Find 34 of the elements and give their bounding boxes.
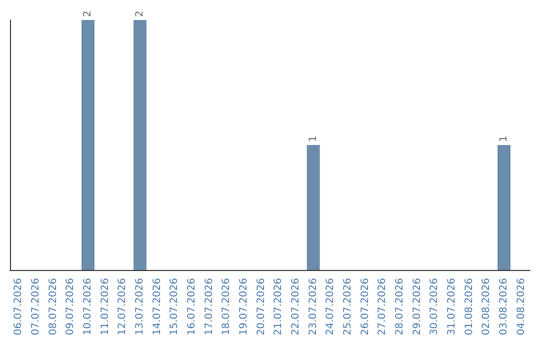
x-tick-label: 12.07.2026	[117, 278, 128, 336]
x-tick-label: 19.07.2026	[238, 278, 250, 336]
x-tick-label: 16.07.2026	[186, 278, 198, 336]
x-tick-label: 14.07.2026	[152, 278, 163, 336]
x-tick-label: 26.07.2026	[360, 278, 371, 336]
x-tick-label: 23.07.2026	[308, 278, 319, 336]
x-tick-label: 03.08.2026	[498, 278, 510, 336]
x-tick-label: 27.07.2026	[377, 278, 388, 336]
x-tick-label: 11.07.2026	[100, 278, 111, 336]
x-tick-label: 04.08.2026	[516, 278, 527, 336]
x-tick-label: 22.07.2026	[290, 278, 302, 336]
x-tick-label: 01.08.2026	[464, 278, 475, 336]
x-tick-label: 07.07.2026	[30, 278, 42, 336]
x-tick-label: 31.07.2026	[446, 278, 458, 336]
x-tick-label: 09.07.2026	[65, 278, 76, 336]
x-tick-label: 02.08.2026	[481, 278, 492, 336]
data-label: 1	[498, 136, 510, 142]
x-tick-label: 28.07.2026	[394, 278, 406, 336]
data-label: 1	[308, 136, 319, 142]
x-tick-label: 30.07.2026	[429, 278, 440, 336]
x-tick-label: 15.07.2026	[169, 278, 180, 336]
x-tick-label: 29.07.2026	[412, 278, 423, 336]
x-tick-label: 21.07.2026	[273, 278, 284, 336]
x-tick-label: 17.07.2026	[204, 278, 215, 336]
x-tick-label: 18.07.2026	[221, 278, 232, 336]
x-tick-label: 08.07.2026	[48, 278, 59, 336]
x-tick-label: 24.07.2026	[325, 278, 336, 336]
x-tick-label: 06.07.2026	[13, 278, 24, 336]
data-label: 2	[82, 10, 94, 17]
x-tick-label: 10.07.2026	[82, 278, 94, 336]
x-tick-label: 25.07.2026	[342, 278, 354, 336]
x-tick-label: 20.07.2026	[256, 278, 267, 336]
x-tick-label: 13.07.2026	[134, 278, 146, 336]
data-label: 2	[134, 10, 146, 17]
